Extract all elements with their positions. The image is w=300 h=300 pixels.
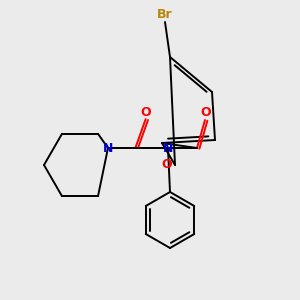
Text: O: O <box>141 106 151 118</box>
Text: Br: Br <box>157 8 173 20</box>
Text: N: N <box>103 142 113 154</box>
Text: N: N <box>163 142 173 154</box>
Text: O: O <box>201 106 211 118</box>
Text: O: O <box>162 158 172 172</box>
